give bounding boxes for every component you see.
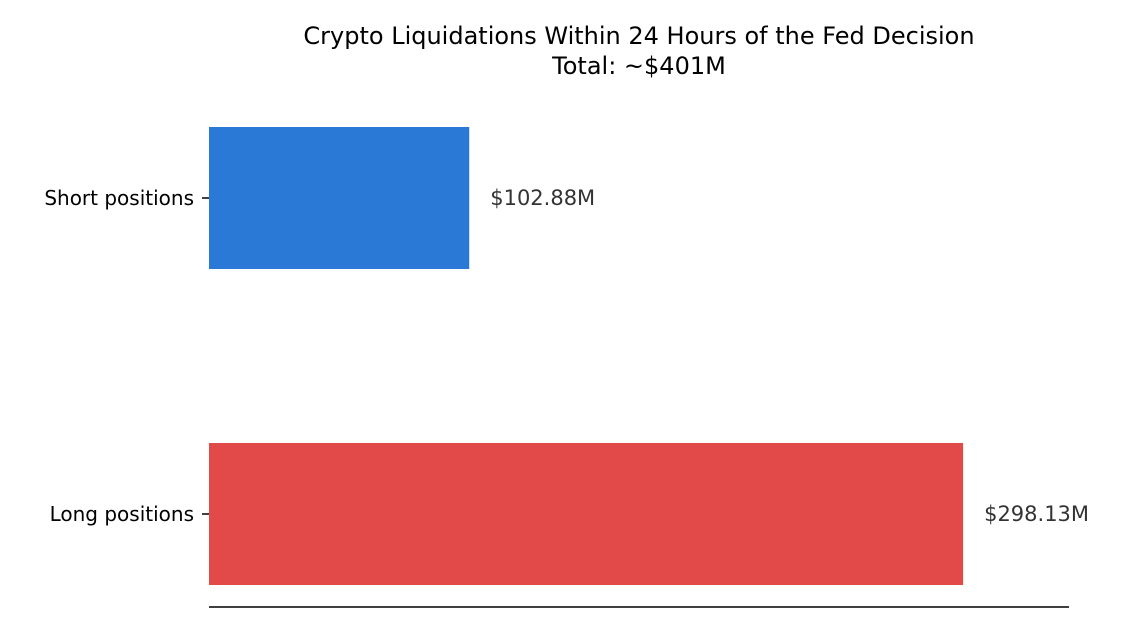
bar-value-label: $298.13M bbox=[984, 502, 1089, 526]
chart-title: Crypto Liquidations Within 24 Hours of t… bbox=[303, 22, 974, 50]
y-tick-label: Short positions bbox=[44, 186, 194, 210]
bar-long bbox=[209, 443, 964, 585]
chart-subtitle: Total: ~$401M bbox=[551, 52, 726, 80]
bars-layer: $102.88M Short positions $298.13M Long posi… bbox=[44, 127, 1089, 585]
y-tick-label: Long positions bbox=[50, 502, 194, 526]
bar-value-label: $102.88M bbox=[490, 186, 595, 210]
bar-short bbox=[209, 127, 470, 269]
